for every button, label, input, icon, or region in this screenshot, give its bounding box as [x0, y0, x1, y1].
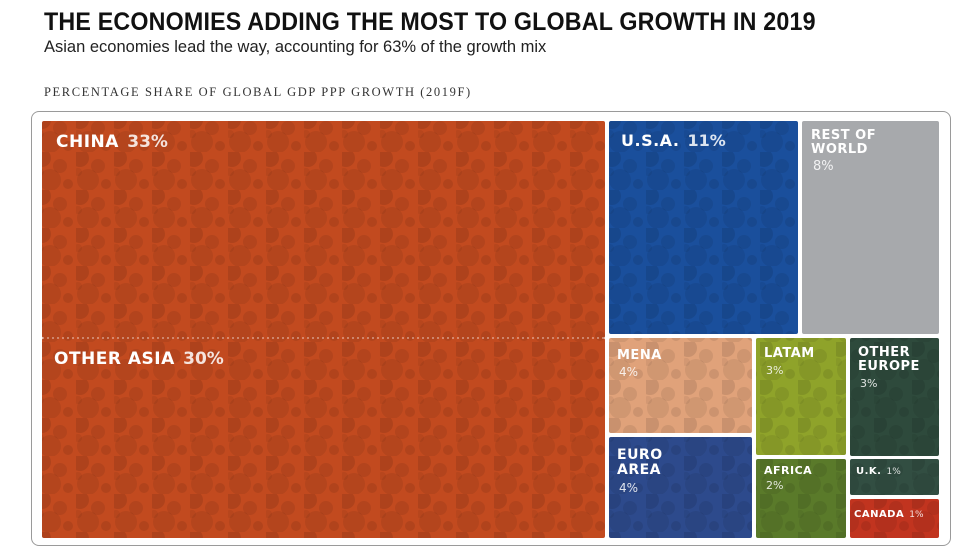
page-subtitle: Asian economies lead the way, accounting…: [44, 38, 547, 56]
tile-value-uk: 1%: [886, 467, 901, 477]
tile-label-latam: LATAM: [764, 346, 815, 361]
tile-texture: [609, 437, 752, 538]
tile-label-canada: CANADA: [854, 509, 904, 520]
tile-africa: AFRICA 2%: [756, 459, 846, 538]
tile-value-mena: 4%: [619, 365, 638, 379]
tile-latam: LATAM 3%: [756, 338, 846, 455]
tile-value-canada: 1%: [909, 510, 924, 520]
tile-texture: [756, 338, 846, 455]
tile-texture: [609, 121, 798, 334]
tile-other-europe: OTHER EUROPE 3%: [850, 338, 939, 456]
tile-mena: MENA 4%: [609, 338, 752, 433]
tile-china: CHINA 33%: [42, 121, 605, 338]
tile-texture: [609, 338, 752, 433]
tile-label-mena: MENA: [617, 348, 662, 363]
tile-canada: CANADA 1%: [850, 499, 939, 538]
tile-other-asia: OTHER ASIA 30%: [42, 338, 605, 538]
tile-uk: U.K. 1%: [850, 459, 939, 495]
tile-value-latam: 3%: [766, 364, 783, 377]
tile-value-africa: 2%: [766, 479, 783, 492]
tile-texture: [850, 499, 939, 538]
tile-texture: [850, 338, 939, 456]
tile-label-uk: U.K.: [856, 466, 881, 477]
tile-label-rest-of-world: REST OF WORLD: [811, 128, 876, 157]
tile-value-euro-area: 4%: [619, 481, 638, 495]
page-title: THE ECONOMIES ADDING THE MOST TO GLOBAL …: [44, 8, 816, 36]
tile-euro-area: EURO AREA 4%: [609, 437, 752, 538]
tile-rect-rest-of-world: [802, 121, 939, 334]
tile-label-other-asia: OTHER ASIA: [54, 349, 175, 369]
chart-label: PERCENTAGE SHARE OF GLOBAL GDP PPP GROWT…: [44, 85, 472, 99]
tile-value-china: 33%: [127, 132, 168, 152]
tile-value-other-asia: 30%: [183, 349, 224, 369]
tile-label-other-europe: OTHER EUROPE: [858, 345, 920, 374]
tile-value-other-europe: 3%: [860, 377, 877, 390]
tile-usa: U.S.A. 11%: [609, 121, 798, 334]
tile-texture: [756, 459, 846, 538]
tile-value-rest-of-world: 8%: [813, 159, 834, 174]
tile-label-china: CHINA: [56, 132, 119, 152]
tile-label-africa: AFRICA: [764, 464, 812, 477]
tile-label-usa: U.S.A.: [621, 131, 679, 150]
tile-label-euro-area: EURO AREA: [617, 447, 663, 478]
tile-rest-of-world: REST OF WORLD 8%: [802, 121, 939, 334]
tile-texture: [850, 459, 939, 495]
tile-texture: [42, 121, 605, 338]
tile-value-usa: 11%: [687, 131, 725, 150]
tile-texture: [42, 338, 605, 538]
